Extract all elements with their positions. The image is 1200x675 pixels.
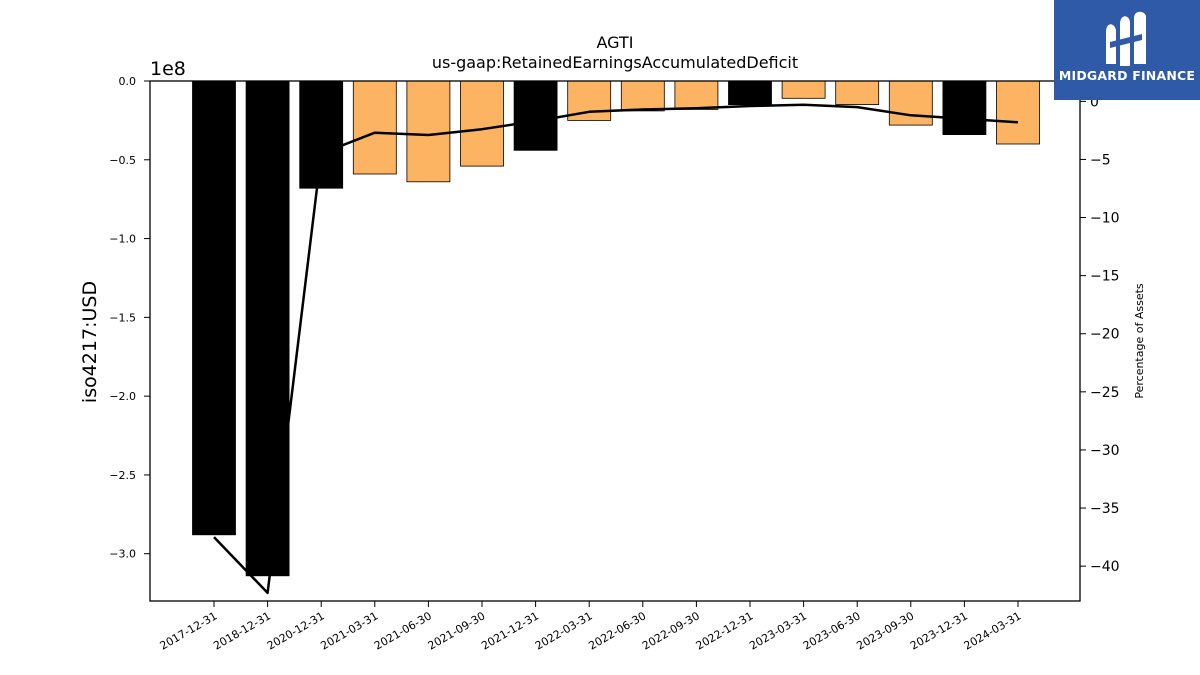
y-tick-label: −2.0	[109, 390, 136, 403]
y2-tick-label: −10	[1090, 211, 1120, 227]
y2-tick-label: −25	[1090, 385, 1120, 401]
x-tick-label: 2023-09-30	[854, 609, 916, 652]
brand-name: MIDGARD FINANCE	[1058, 68, 1196, 83]
chart-subtitle: us-gaap:RetainedEarningsAccumulatedDefic…	[432, 53, 798, 72]
y2-axis-label: Percentage of Assets	[1133, 283, 1146, 399]
bar-2018-12-31	[245, 80, 290, 577]
x-tick-label: 2022-09-30	[640, 609, 702, 652]
chart-title: AGTI	[597, 33, 634, 52]
bar-2023-06-30	[835, 80, 880, 106]
x-tick-label: 2021-09-30	[426, 609, 488, 652]
bar-series	[192, 80, 1040, 577]
x-tick-label: 2023-06-30	[801, 609, 863, 652]
y-tick-label: 0.0	[119, 75, 137, 88]
bar-2024-03-31	[996, 80, 1040, 145]
x-tick-label: 2024-03-31	[962, 609, 1024, 652]
x-tick-label: 2021-03-31	[318, 609, 380, 652]
y2-tick-label: −5	[1090, 152, 1111, 168]
bar-2023-12-31	[942, 80, 987, 135]
left-axis-ticks: 0.0 −0.5 −1.0 −1.5 −2.0 −2.5 −3.0	[109, 75, 150, 561]
line-series	[213, 103, 1019, 595]
bar-2021-06-30	[406, 80, 451, 183]
y2-tick-label: −40	[1090, 559, 1120, 575]
bar-2023-03-31	[781, 80, 826, 99]
y-axis-label: iso4217:USD	[79, 281, 101, 403]
y-tick-label: −1.5	[109, 311, 136, 324]
x-tick-label: 2021-12-31	[479, 609, 541, 652]
brand-logo: MIDGARD FINANCE	[1054, 0, 1200, 100]
bar-2021-03-31	[352, 80, 397, 175]
y2-tick-label: 0	[1090, 94, 1099, 110]
bar-2022-06-30	[620, 80, 665, 112]
y2-tick-label: −35	[1090, 501, 1120, 517]
midgard-logo-icon	[1106, 11, 1146, 66]
x-tick-label: 2018-12-31	[211, 609, 273, 652]
right-axis-ticks: 0 −5 −10 −15 −20 −25 −30 −35 −40	[1080, 94, 1120, 575]
y-tick-label: −2.5	[109, 469, 136, 482]
y2-tick-label: −30	[1090, 443, 1120, 459]
bar-2021-09-30	[460, 80, 504, 167]
x-tick-label: 2017-12-31	[158, 609, 220, 652]
x-tick-label: 2023-03-31	[747, 609, 809, 652]
bar-2023-09-30	[888, 80, 933, 126]
x-tick-label: 2022-06-30	[586, 609, 648, 652]
plot-frame	[149, 80, 1081, 602]
x-axis-ticks: 2017-12-312018-12-312020-12-312021-03-31…	[158, 601, 1024, 653]
x-tick-label: 2020-12-31	[265, 609, 327, 652]
bar-2022-12-31	[728, 80, 772, 106]
x-tick-label: 2021-06-30	[372, 609, 434, 652]
bar-2017-12-31	[192, 80, 236, 536]
x-tick-label: 2022-12-31	[694, 609, 756, 652]
percentage-of-assets-line	[213, 103, 1019, 595]
y-axis-offset-label: 1e8	[150, 58, 186, 80]
bar-2021-12-31	[513, 80, 558, 151]
y-tick-label: −3.0	[109, 548, 136, 561]
y2-tick-label: −20	[1090, 327, 1120, 343]
x-tick-label: 2023-12-31	[908, 609, 970, 652]
y-tick-label: −0.5	[109, 154, 136, 167]
x-tick-label: 2022-03-31	[533, 609, 595, 652]
y-tick-label: −1.0	[109, 233, 136, 246]
bar-2020-12-31	[299, 80, 344, 189]
bar-2022-09-30	[674, 80, 719, 110]
y2-tick-label: −15	[1090, 269, 1120, 285]
